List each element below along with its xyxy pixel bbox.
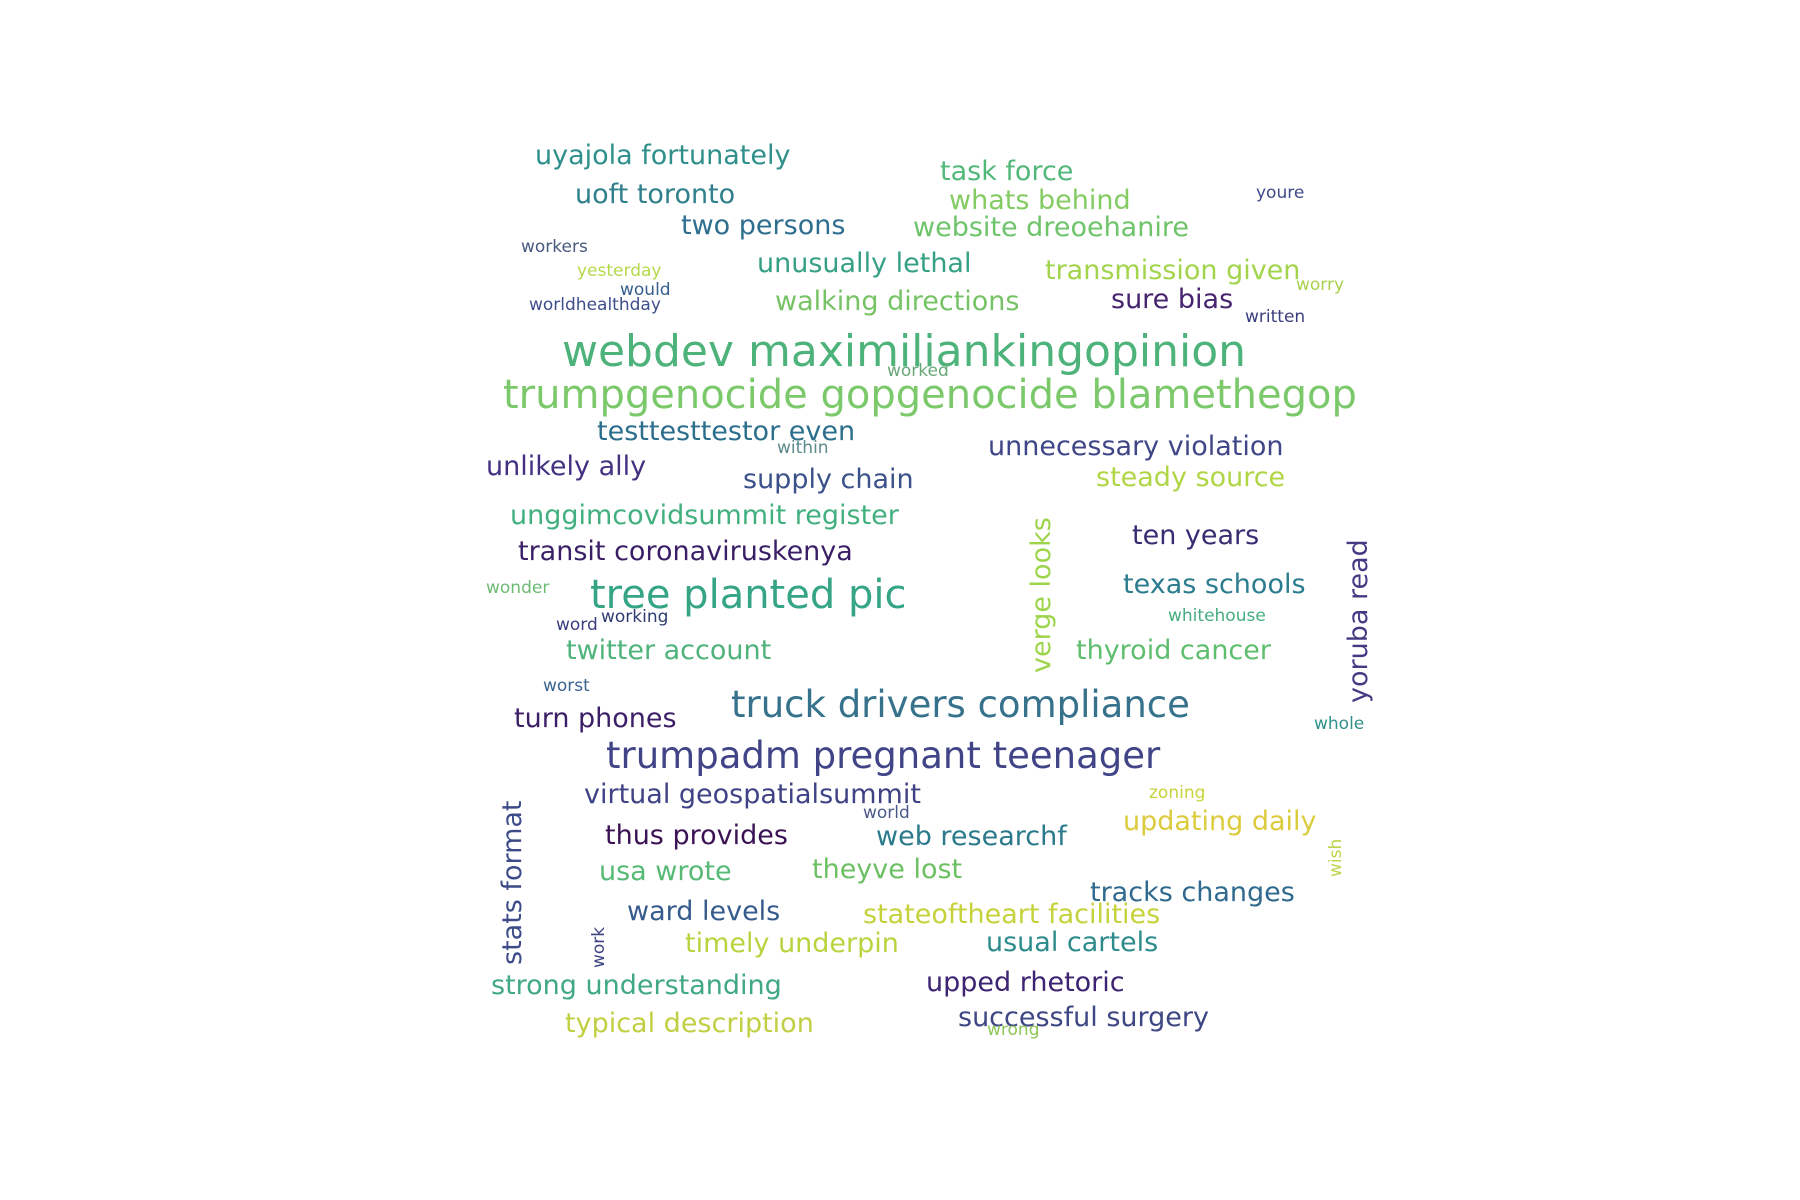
cloud-word: working — [601, 607, 669, 627]
cloud-word: successful surgery — [958, 1002, 1209, 1033]
cloud-word: youre — [1256, 183, 1305, 203]
cloud-word: worry — [1296, 275, 1345, 295]
cloud-word: task force — [940, 156, 1074, 187]
cloud-word: worst — [543, 676, 590, 696]
cloud-word: steady source — [1096, 462, 1286, 493]
cloud-word: thyroid cancer — [1076, 635, 1271, 666]
cloud-word: web researchf — [876, 821, 1067, 852]
cloud-word: written — [1245, 307, 1306, 327]
cloud-word: website dreoehanire — [913, 212, 1189, 243]
cloud-word: stateoftheart facilities — [863, 899, 1161, 930]
cloud-word: sure bias — [1111, 284, 1234, 315]
cloud-word: unlikely ally — [486, 451, 647, 482]
cloud-word: two persons — [681, 210, 846, 241]
cloud-word: texas schools — [1123, 569, 1306, 600]
cloud-word: workers — [521, 237, 588, 257]
cloud-word: world — [863, 803, 910, 823]
cloud-word: webdev maximiliankingopinion — [562, 326, 1246, 377]
cloud-word: unnecessary violation — [988, 431, 1284, 462]
cloud-word: upped rhetoric — [926, 967, 1125, 998]
cloud-word: yoruba read — [1343, 539, 1374, 703]
cloud-word: unusually lethal — [757, 248, 972, 279]
cloud-word: trumpgenocide gopgenocide blamethegop — [503, 372, 1357, 418]
cloud-word: verge looks — [1026, 517, 1057, 673]
cloud-word: worldhealthday — [529, 295, 661, 315]
cloud-word: usual cartels — [986, 927, 1159, 958]
cloud-word: ward levels — [627, 896, 781, 927]
cloud-word: strong understanding — [491, 970, 782, 1001]
cloud-word: typical description — [565, 1008, 814, 1039]
cloud-word: wrong — [987, 1020, 1040, 1040]
cloud-word: tree planted pic — [590, 572, 907, 618]
cloud-word: wonder — [486, 578, 550, 598]
cloud-word: tracks changes — [1090, 877, 1295, 908]
cloud-word: twitter account — [566, 635, 772, 666]
cloud-word: truck drivers compliance — [731, 683, 1190, 726]
cloud-word: would — [620, 280, 671, 300]
cloud-word: uoft toronto — [575, 179, 736, 210]
cloud-word: whitehouse — [1168, 606, 1266, 626]
cloud-word: supply chain — [743, 464, 914, 495]
cloud-word: transmission given — [1045, 255, 1301, 286]
cloud-word: whats behind — [949, 185, 1131, 216]
cloud-word: transit coronaviruskenya — [518, 536, 853, 567]
cloud-word: virtual geospatialsummit — [584, 779, 921, 810]
cloud-word: unggimcovidsummit register — [510, 500, 899, 531]
cloud-word: stats format — [497, 800, 528, 965]
cloud-word: thus provides — [605, 820, 788, 851]
cloud-word: testtesttestor even — [597, 416, 856, 447]
cloud-word: ten years — [1132, 520, 1260, 551]
cloud-word: whole — [1314, 714, 1365, 734]
cloud-word: walking directions — [775, 286, 1020, 317]
cloud-word: work — [589, 926, 609, 968]
cloud-word: wish — [1326, 838, 1346, 877]
cloud-word: zoning — [1149, 783, 1206, 803]
cloud-word: word — [556, 615, 598, 635]
cloud-word: timely underpin — [685, 928, 899, 959]
cloud-word: yesterday — [577, 261, 662, 281]
cloud-word: updating daily — [1123, 806, 1317, 837]
cloud-word: uyajola fortunately — [535, 140, 791, 171]
cloud-word: turn phones — [514, 703, 677, 734]
cloud-word: trumpadm pregnant teenager — [606, 734, 1161, 777]
cloud-word: within — [777, 438, 829, 458]
cloud-word: theyve lost — [812, 854, 963, 885]
cloud-word: usa wrote — [599, 856, 732, 887]
cloud-word: worked — [887, 361, 949, 381]
